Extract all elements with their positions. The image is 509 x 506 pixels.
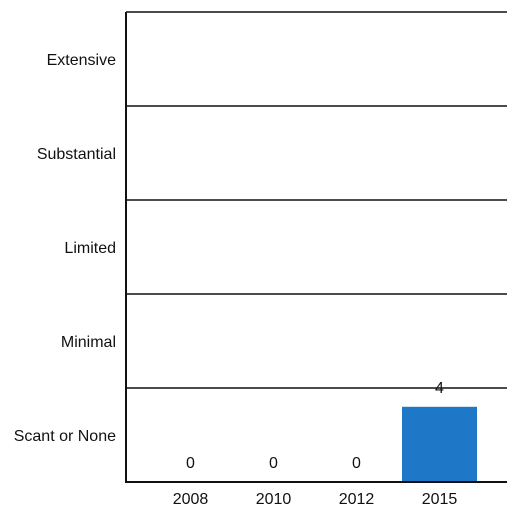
gridlines [126,11,507,389]
y-level-label: Limited [64,240,116,257]
y-level-label: Substantial [37,146,116,163]
x-tick-label: 2012 [339,491,375,506]
data-label: 0 [269,455,278,472]
x-tick-label: 2015 [422,491,458,506]
x-tick-label: 2010 [256,491,292,506]
y-level-label: Scant or None [14,428,116,445]
y-level-label: Minimal [61,334,116,351]
bar [402,406,477,482]
y-level-label: Extensive [47,52,116,69]
x-tick-label: 2008 [173,491,209,506]
y-level-labels: Scant or None Minimal Limited Substantial Ex… [14,52,116,445]
data-label: 0 [352,455,361,472]
data-label: 4 [435,380,444,397]
axes [125,12,507,483]
data-label: 0 [186,455,195,472]
x-tick-labels: 2008 2010 2012 2015 [173,491,458,506]
data-labels: 0 0 0 4 [186,380,444,472]
bars [402,406,477,482]
